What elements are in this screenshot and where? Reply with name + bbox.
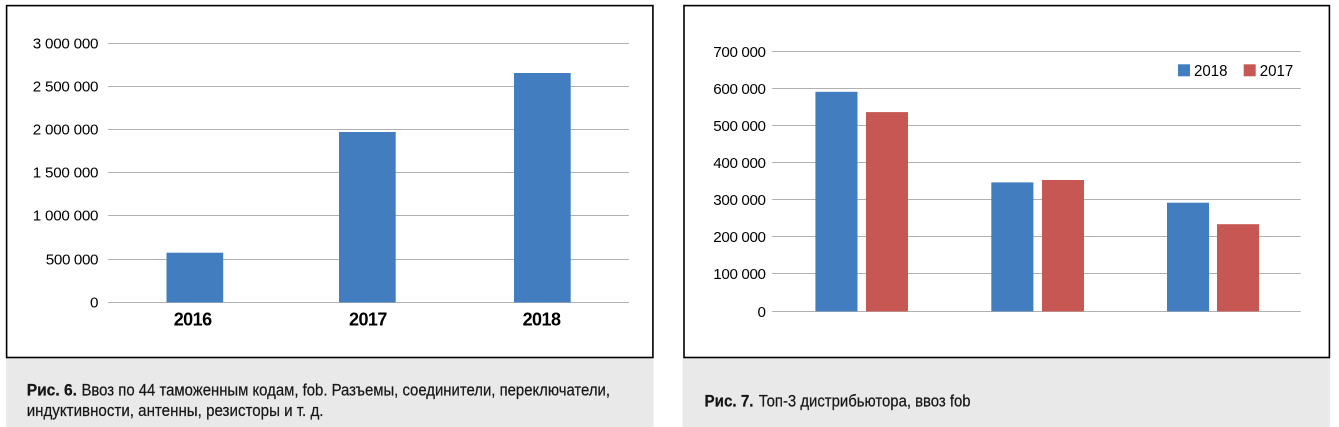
svg-text:400 000: 400 000 bbox=[713, 155, 766, 172]
svg-text:1 000 000: 1 000 000 bbox=[33, 208, 99, 225]
svg-text:2016: 2016 bbox=[174, 309, 212, 329]
svg-text:100 000: 100 000 bbox=[713, 266, 766, 283]
svg-text:2 000 000: 2 000 000 bbox=[33, 122, 99, 139]
svg-text:1 500 000: 1 500 000 bbox=[33, 165, 99, 182]
svg-text:500 000: 500 000 bbox=[713, 118, 766, 135]
svg-text:500 000: 500 000 bbox=[46, 252, 99, 269]
svg-text:2017: 2017 bbox=[1260, 63, 1294, 80]
svg-text:2 500 000: 2 500 000 bbox=[33, 79, 99, 96]
svg-text:3 000 000: 3 000 000 bbox=[33, 36, 99, 53]
svg-text:200 000: 200 000 bbox=[713, 229, 766, 246]
svg-text:600 000: 600 000 bbox=[713, 81, 766, 98]
svg-text:0: 0 bbox=[90, 295, 98, 312]
svg-text:Ввоз по 44 таможенным кодам, f: Ввоз по 44 таможенным кодам, fob. Разъем… bbox=[82, 382, 611, 400]
svg-text:Топ-3 дистрибьютора, ввоз fob: Топ-3 дистрибьютора, ввоз fob bbox=[759, 392, 971, 410]
svg-text:300 000: 300 000 bbox=[713, 192, 766, 209]
svg-text:0: 0 bbox=[758, 304, 766, 321]
svg-text:2017: 2017 bbox=[349, 309, 387, 329]
svg-text:2018: 2018 bbox=[1194, 63, 1228, 80]
svg-text:Рис. 7.: Рис. 7. bbox=[705, 392, 754, 410]
svg-text:2018: 2018 bbox=[523, 309, 561, 329]
svg-text:700 000: 700 000 bbox=[713, 44, 766, 61]
svg-text:индуктивности, антенны, резист: индуктивности, антенны, резисторы и т. д… bbox=[27, 402, 324, 420]
svg-text:Рис. 6.: Рис. 6. bbox=[27, 382, 77, 400]
